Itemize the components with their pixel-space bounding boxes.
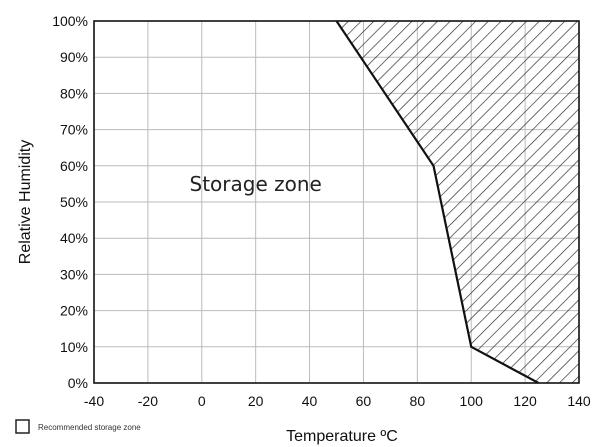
y-tick-label: 100% bbox=[52, 13, 88, 29]
x-tick-label: -20 bbox=[138, 393, 158, 409]
storage-zone-label: Storage zone bbox=[190, 172, 322, 196]
x-axis-ticks: -40 -20 0 20 40 60 80 100 120 140 bbox=[84, 393, 591, 409]
y-tick-label: 40% bbox=[60, 230, 88, 246]
x-tick-label: 40 bbox=[302, 393, 318, 409]
x-tick-label: 20 bbox=[248, 393, 264, 409]
x-tick-label: 80 bbox=[410, 393, 426, 409]
legend: Recommended storage zone bbox=[15, 419, 141, 434]
y-tick-label: 10% bbox=[60, 339, 88, 355]
y-axis-title: Relative Humidity bbox=[17, 140, 34, 264]
legend-swatch bbox=[15, 419, 30, 434]
y-tick-label: 80% bbox=[60, 85, 88, 101]
y-tick-label: 20% bbox=[60, 303, 88, 319]
x-tick-label: 140 bbox=[567, 393, 591, 409]
y-tick-label: 60% bbox=[60, 158, 88, 174]
y-tick-label: 0% bbox=[68, 375, 88, 391]
x-tick-label: 0 bbox=[198, 393, 206, 409]
y-axis-ticks: 0% 10% 20% 30% 40% 50% 60% 70% 80% 90% 100% bbox=[52, 13, 88, 391]
x-tick-label: -40 bbox=[84, 393, 104, 409]
x-tick-label: 100 bbox=[460, 393, 484, 409]
x-tick-label: 60 bbox=[356, 393, 372, 409]
plot-frame bbox=[93, 20, 580, 384]
y-tick-label: 30% bbox=[60, 266, 88, 282]
x-axis-title: Temperature ºC bbox=[286, 428, 398, 445]
x-tick-label: 120 bbox=[513, 393, 537, 409]
y-tick-label: 90% bbox=[60, 49, 88, 65]
y-tick-label: 70% bbox=[60, 122, 88, 138]
legend-label: Recommended storage zone bbox=[38, 423, 141, 432]
storage-boundary-line bbox=[335, 21, 540, 383]
annotations: Storage zone bbox=[190, 172, 322, 196]
y-tick-label: 50% bbox=[60, 194, 88, 210]
